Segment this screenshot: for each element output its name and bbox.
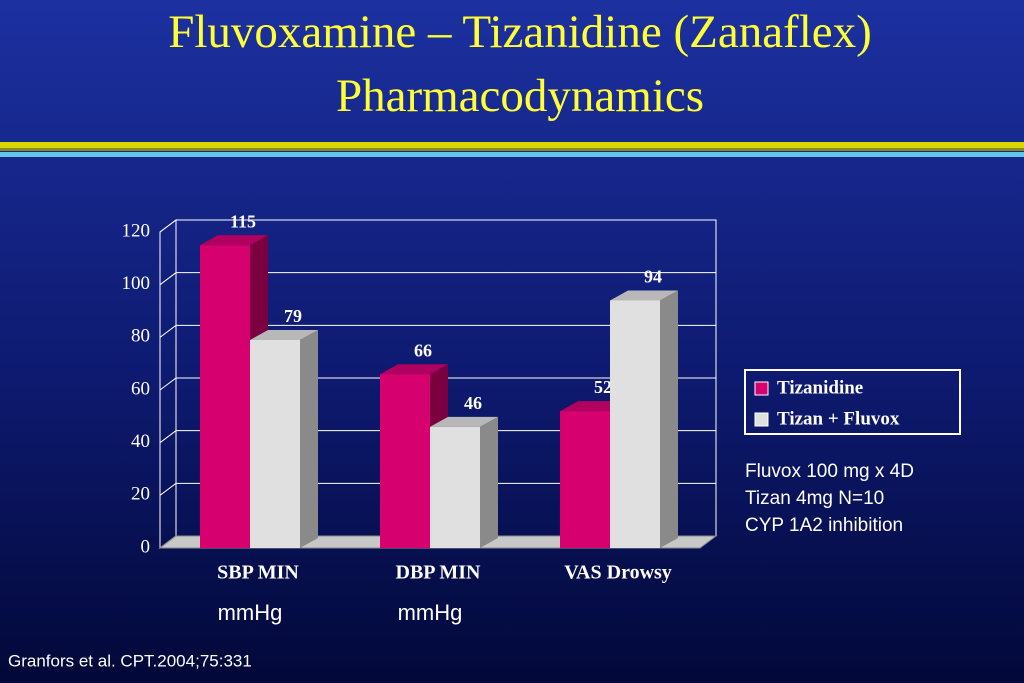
grid-line [159, 482, 716, 496]
grid-line [159, 377, 716, 391]
grid-line [159, 219, 716, 233]
bar-front [430, 426, 480, 548]
bar [610, 290, 678, 548]
source: Granfors et al. CPT.2004;75:331 [8, 651, 252, 670]
title-line: Fluvoxamine – Tizanidine (Zanaflex) [168, 6, 872, 58]
bar-front [610, 300, 660, 548]
legend-label: Tizan + Fluvox [777, 408, 900, 429]
grid-line [159, 430, 716, 444]
y-tick-label: 120 [122, 220, 151, 241]
bar [250, 329, 318, 548]
data-label: 46 [464, 393, 482, 413]
category-unit: mmHg [398, 600, 463, 625]
title-line: Pharmacodynamics [336, 70, 704, 122]
annotation: Fluvox 100 mg x 4D [745, 461, 914, 482]
rule-cyan [0, 152, 1024, 157]
data-label: 115 [230, 211, 256, 231]
y-tick-label: 60 [131, 378, 150, 399]
y-tick-label: 0 [141, 536, 151, 557]
legend-swatch [754, 412, 769, 427]
grid-line [159, 324, 716, 338]
rule-yellow [0, 142, 1024, 148]
data-label: 94 [644, 267, 662, 287]
bar-side [480, 416, 498, 548]
x-tick-label: SBP MIN [217, 562, 299, 584]
bar-top [610, 290, 678, 301]
bar-top [380, 364, 448, 375]
data-label: 66 [414, 340, 432, 360]
x-tick-label: DBP MIN [396, 562, 482, 584]
category-unit: mmHg [218, 600, 283, 625]
bar-top [250, 329, 318, 340]
bar-side [300, 329, 318, 548]
annotation: Tizan 4mg N=10 [745, 488, 884, 509]
y-tick-label: 20 [131, 484, 150, 505]
rule-olive [0, 148, 1024, 151]
bar-top [430, 416, 498, 427]
annotation: CYP 1A2 inhibition [745, 515, 903, 536]
data-label: 79 [284, 306, 302, 326]
bar [430, 416, 498, 548]
x-tick-label: VAS Drowsy [564, 562, 672, 584]
bar-front [250, 339, 300, 548]
grid-line [159, 272, 716, 286]
bar-top [200, 235, 268, 246]
bar-front [200, 245, 250, 548]
legend-swatch [754, 381, 769, 396]
data-label: 52 [594, 377, 612, 397]
y-tick-label: 80 [131, 326, 150, 347]
legend-box [744, 369, 961, 435]
bar-front [560, 411, 610, 548]
y-tick-label: 40 [131, 431, 150, 452]
bar-front [380, 374, 430, 548]
bar-side [660, 290, 678, 548]
y-tick-label: 100 [122, 273, 151, 294]
legend-label: Tizanidine [777, 377, 863, 398]
